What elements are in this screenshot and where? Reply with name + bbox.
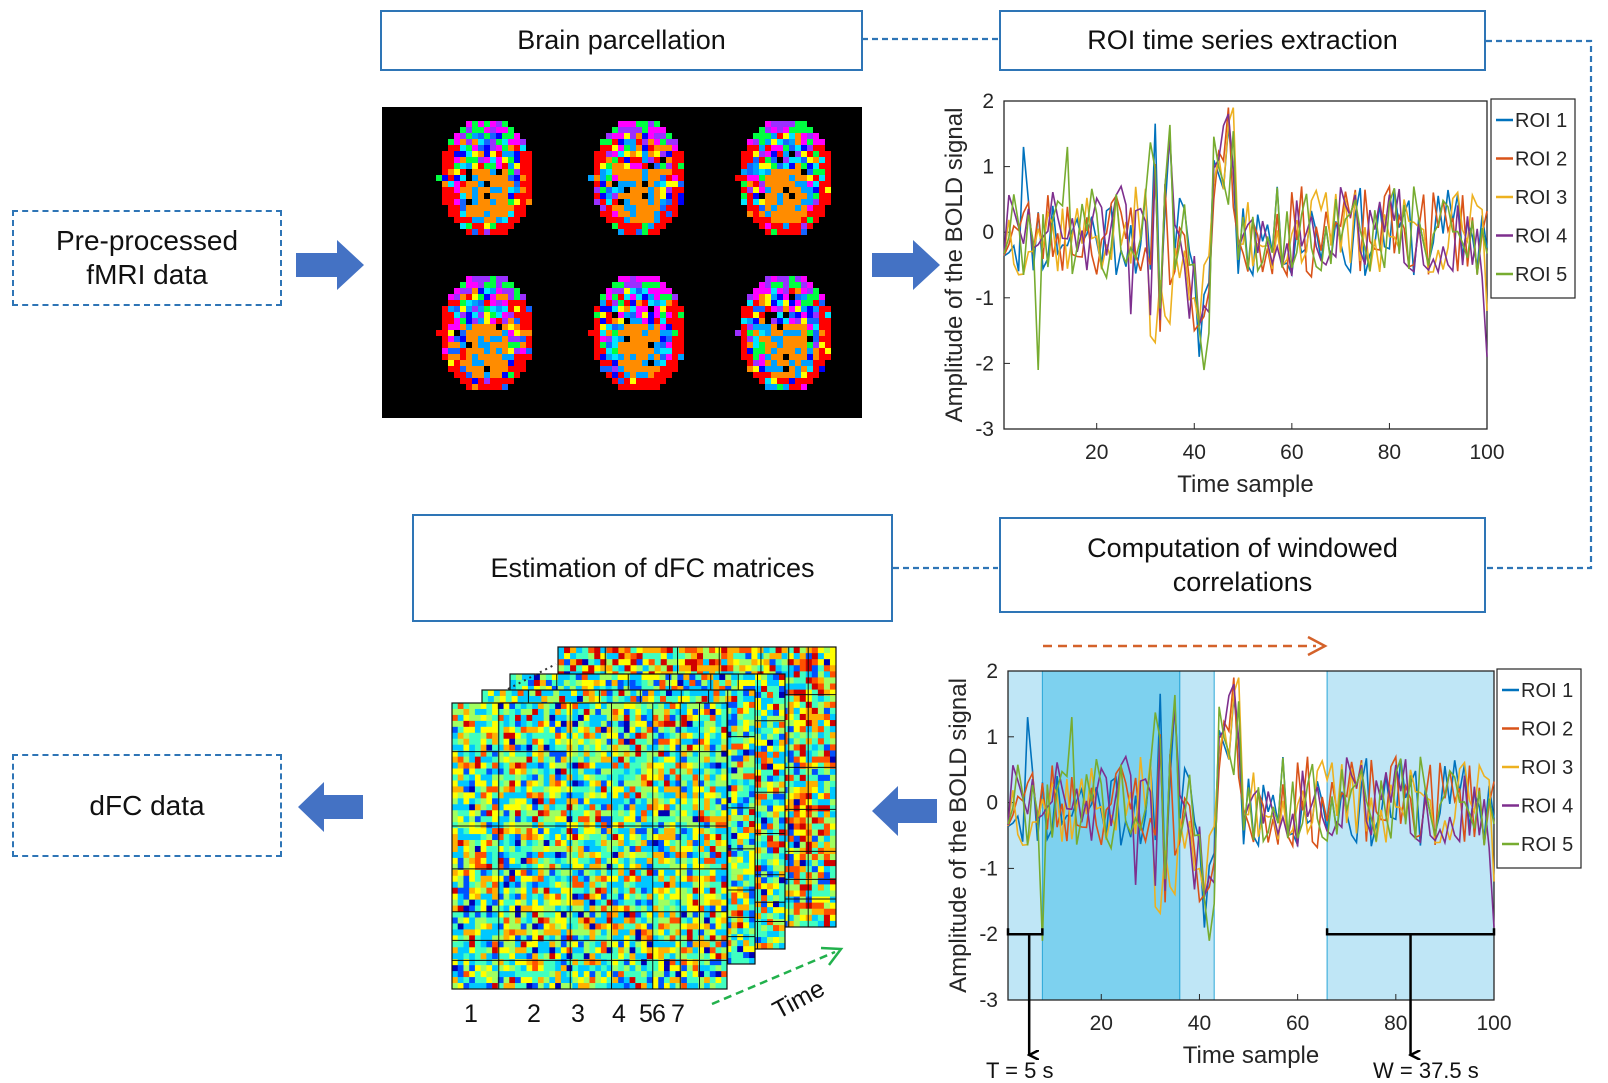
x-axis-label: Time sample (1177, 471, 1313, 498)
roi-time-series-chart: 20 40 60 80 100 -3 -2 -1 0 1 2 Time sample Amplitude… (941, 90, 1575, 498)
legend-label-roi-1: ROI 1 (1515, 110, 1567, 132)
x-tick-label: 100 (1476, 1012, 1511, 1035)
x-axis-label: Time sample (1183, 1042, 1319, 1069)
y-tick-label: 1 (982, 156, 994, 179)
arrow-left-2 (298, 782, 363, 832)
legend-label-roi-3: ROI 3 (1521, 757, 1573, 779)
roi-extraction-box: ROI time series extraction (999, 10, 1486, 71)
x-tick-label: 60 (1286, 1012, 1309, 1035)
legend-label-roi-1: ROI 1 (1521, 680, 1573, 702)
y-axis-label: Amplitude of the BOLD signal (945, 678, 972, 993)
y-tick-label: 1 (986, 726, 998, 749)
legend: ROI 1 ROI 2 ROI 3 ROI 4 ROI 5 (1491, 99, 1575, 298)
legend: ROI 1 ROI 2 ROI 3 ROI 4 ROI 5 (1497, 669, 1581, 868)
dfc-matrix (452, 703, 727, 989)
y-tick-label: -3 (975, 418, 994, 441)
y-tick-label: -3 (979, 989, 998, 1012)
roi-extraction-label: ROI time series extraction (1087, 25, 1398, 56)
computation-box: Computation of windowed correlations (999, 517, 1486, 613)
block-label-6: 6 (652, 1000, 666, 1028)
series-line-roi-5 (1004, 125, 1487, 370)
legend-label-roi-4: ROI 4 (1515, 226, 1567, 248)
estimation-box: Estimation of dFC matrices (412, 514, 893, 622)
y-tick-label: 2 (982, 90, 994, 113)
y-tick-label: 0 (982, 221, 994, 244)
dfc-data-box: dFC data (12, 754, 282, 857)
window-slide-arrow (1043, 637, 1325, 655)
legend-label-roi-2: ROI 2 (1521, 719, 1573, 741)
y-tick-label: -2 (975, 352, 994, 375)
dfc-data-label: dFC data (89, 789, 204, 823)
estimation-label: Estimation of dFC matrices (490, 553, 814, 584)
y-tick-label: -1 (975, 287, 994, 310)
step-annotation: T = 5 s (986, 1060, 1053, 1082)
x-tick-label: 40 (1183, 441, 1206, 464)
y-tick-label: -1 (979, 857, 998, 880)
preprocessed-label-line1: Pre-processed (56, 224, 238, 258)
y-axis-label: Amplitude of the BOLD signal (941, 108, 968, 423)
window-annotation: W = 37.5 s (1373, 1060, 1479, 1082)
windowed-correlation-chart: 20 40 60 80 100 -3 -2 -1 0 1 2 Time sample Amplitude… (945, 637, 1581, 1069)
legend-label-roi-4: ROI 4 (1521, 796, 1573, 818)
block-label-1: 1 (464, 1000, 478, 1028)
legend-label-roi-2: ROI 2 (1515, 149, 1567, 171)
brain-parcellation-image (382, 107, 862, 418)
block-label-4: 4 (612, 1000, 626, 1028)
block-label-2: 2 (527, 1000, 541, 1028)
legend-label-roi-5: ROI 5 (1515, 264, 1567, 286)
arrow-right-2 (872, 240, 940, 290)
block-label-5: 5 (639, 1000, 653, 1028)
preprocessed-fmri-box: Pre-processed fMRI data (12, 210, 282, 306)
x-tick-label: 20 (1085, 441, 1108, 464)
brain-parcellation-label: Brain parcellation (517, 25, 726, 56)
x-tick-label: 80 (1384, 1012, 1407, 1035)
x-tick-label: 80 (1378, 441, 1401, 464)
block-label-7: 7 (671, 1000, 685, 1028)
x-tick-label: 100 (1469, 441, 1504, 464)
preprocessed-label-line2: fMRI data (86, 258, 207, 292)
x-tick-label: 60 (1280, 441, 1303, 464)
arrow-left-1 (872, 786, 937, 836)
legend-label-roi-3: ROI 3 (1515, 187, 1567, 209)
x-tick-label: 40 (1188, 1012, 1211, 1035)
arrow-right-1 (296, 240, 364, 290)
legend-label-roi-5: ROI 5 (1521, 834, 1573, 856)
computation-label-line1: Computation of windowed (1087, 531, 1398, 565)
y-tick-label: 0 (986, 792, 998, 815)
computation-label-line2: correlations (1173, 565, 1313, 599)
y-tick-label: -2 (979, 923, 998, 946)
y-tick-label: 2 (986, 660, 998, 683)
x-tick-label: 20 (1090, 1012, 1113, 1035)
series-line-roi-3 (1004, 108, 1487, 343)
brain-parcellation-box: Brain parcellation (380, 10, 863, 71)
block-label-3: 3 (571, 1000, 585, 1028)
